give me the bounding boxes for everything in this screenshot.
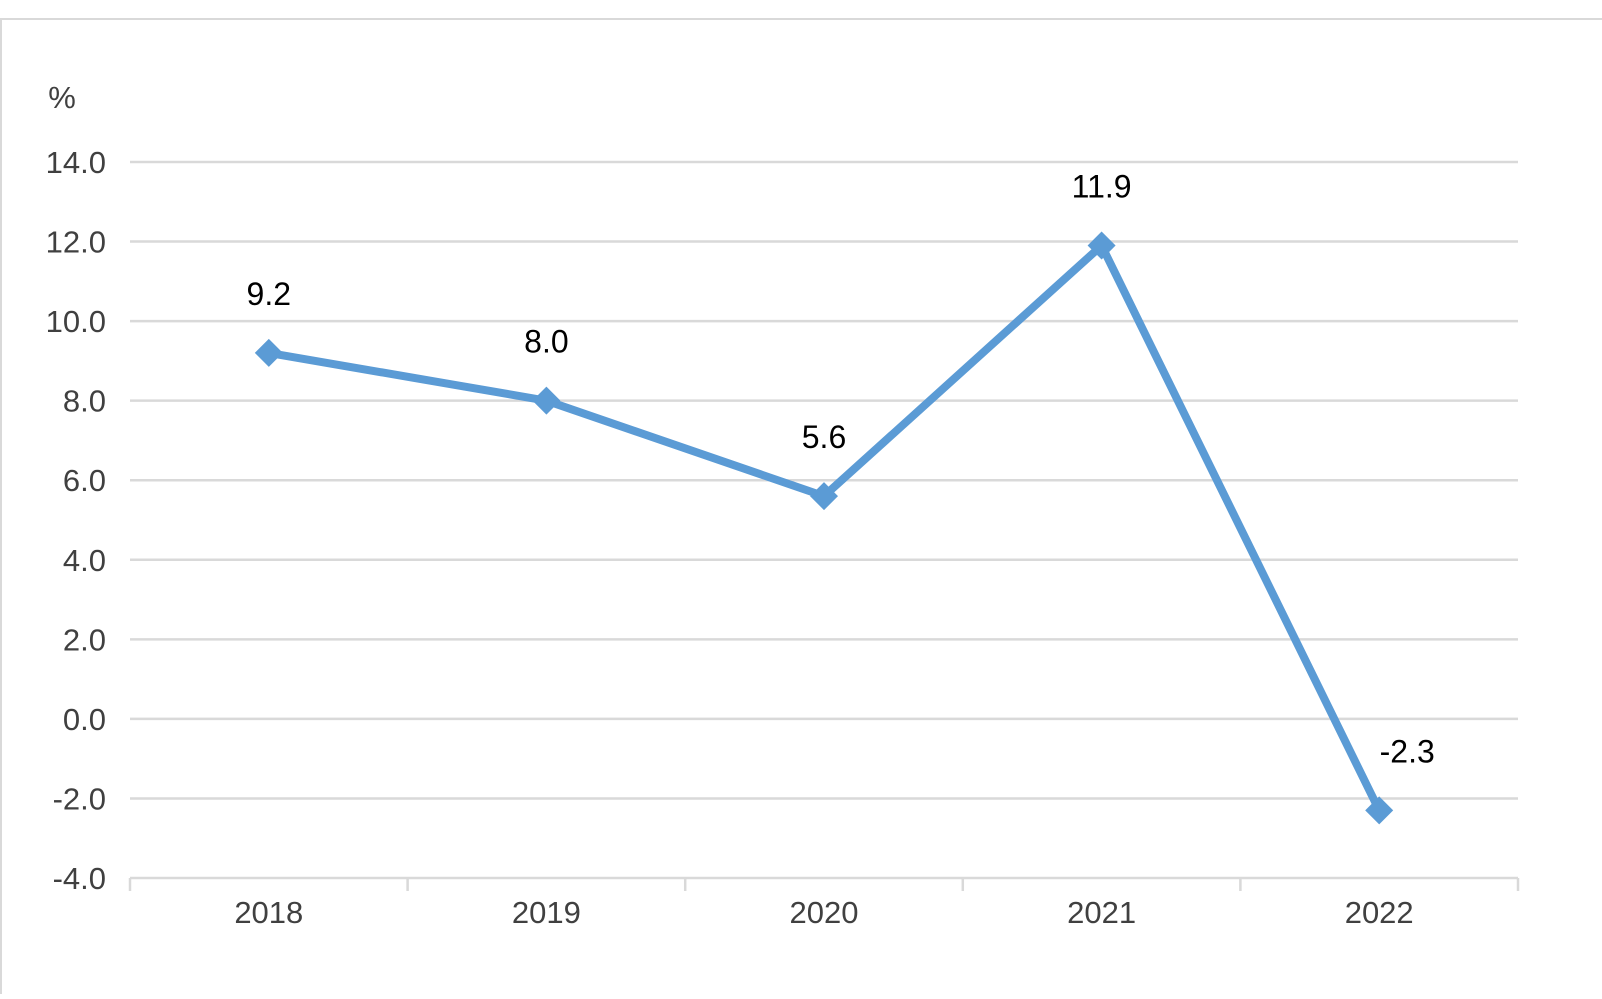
y-tick-label: 2.0	[63, 622, 106, 657]
y-axis-unit-label: %	[48, 80, 76, 115]
data-label: 8.0	[524, 324, 568, 360]
data-point-marker	[1365, 796, 1394, 825]
y-tick-label: -4.0	[53, 861, 106, 896]
series-line	[264, 241, 1384, 815]
x-tick-label: 2021	[1067, 895, 1136, 930]
data-label: -2.3	[1380, 733, 1435, 769]
y-tick-label: 4.0	[63, 543, 106, 578]
data-labels: 9.2 8.0 5.6 11.9 -2.3	[247, 169, 1435, 770]
data-point-marker	[254, 338, 283, 367]
y-tick-label: 8.0	[63, 384, 106, 419]
x-axis	[128, 876, 1520, 891]
x-tick-label: 2019	[512, 895, 581, 930]
data-point-marker	[1087, 231, 1116, 260]
series-1	[254, 231, 1394, 825]
y-tick-label: 12.0	[46, 225, 106, 260]
data-label: 5.6	[802, 419, 846, 455]
y-tick-label: 6.0	[63, 463, 106, 498]
data-label: 9.2	[247, 276, 291, 312]
x-tick-label: 2022	[1345, 895, 1414, 930]
data-point-marker	[532, 386, 561, 415]
y-tick-label: 0.0	[63, 702, 106, 737]
data-point-marker	[810, 482, 838, 511]
chart-frame-left-border	[0, 18, 2, 994]
gridlines	[130, 160, 1518, 800]
x-tick-label: 2018	[234, 895, 303, 930]
y-tick-label: 10.0	[46, 304, 106, 339]
y-tick-label: -2.0	[53, 781, 106, 816]
y-axis-tick-labels: -4.0 -2.0 0.0 2.0 4.0 6.0 8.0 10.0 12.0 14.0	[46, 145, 106, 896]
data-label: 11.9	[1072, 169, 1132, 205]
y-tick-label: 14.0	[46, 145, 106, 180]
x-tick-label: 2020	[790, 895, 859, 930]
x-axis-tick-labels: 2018 2019 2020 2021 2022	[234, 895, 1413, 930]
chart-frame-top-border	[0, 18, 1602, 20]
